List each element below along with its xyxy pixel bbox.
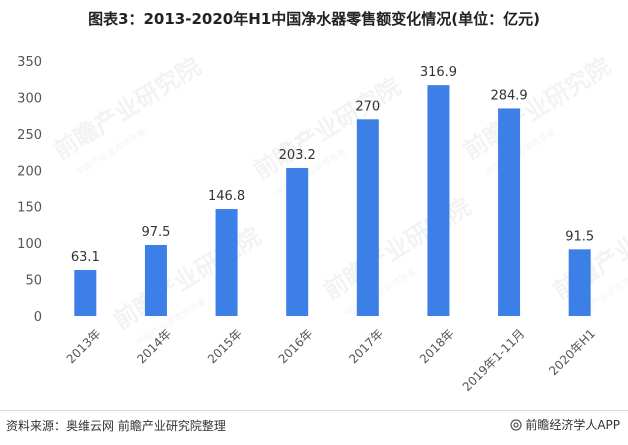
x-tick-label: 2013年 [64,326,104,366]
bar [286,167,309,316]
y-tick-label: 150 [17,201,42,216]
x-tick-label: 2019年1-11月 [460,326,528,394]
y-axis: 0 50 100 150 200 250 300 350 [17,55,42,325]
footer-divider [0,410,628,411]
x-tick-label: 2016年 [276,326,316,366]
bar [215,209,238,316]
x-tick-label: 2020年H1 [546,326,598,378]
y-tick-label: 350 [17,55,42,70]
bar [498,108,521,317]
bar [356,119,379,317]
data-label: 284.9 [490,88,527,103]
x-tick-label: 2018年 [417,326,457,366]
y-tick-label: 200 [17,164,42,179]
y-tick-label: 0 [34,310,42,325]
bar [74,270,97,316]
bar [568,249,591,316]
data-label: 146.8 [208,189,245,204]
source-note: 资料来源：奥维云网 前瞻产业研究院整理 [6,419,226,433]
brand-credit: 前瞻经济学人APP [510,416,620,433]
brand-label: 前瞻经济学人APP [525,418,620,432]
bars [74,85,591,317]
data-label: 91.5 [565,229,594,244]
chart-title: 图表3：2013-2020年H1中国净水器零售额变化情况(单位：亿元) [88,10,540,28]
y-tick-label: 300 [17,91,42,106]
at-sign-icon [510,418,522,431]
data-label: 203.2 [279,148,316,163]
bar [427,85,450,316]
y-tick-label: 250 [17,128,42,143]
bar [144,244,167,316]
data-label: 97.5 [141,225,170,240]
x-tick-label: 2015年 [205,326,245,366]
data-label: 316.9 [420,65,457,80]
data-label: 63.1 [71,250,100,265]
x-tick-label: 2017年 [346,326,386,366]
y-tick-label: 50 [25,274,42,289]
data-labels: 63.1 97.5 146.8 203.2 270 316.9 284.9 91.5 [71,65,594,265]
data-label: 270 [355,99,380,114]
y-tick-label: 100 [17,237,42,252]
